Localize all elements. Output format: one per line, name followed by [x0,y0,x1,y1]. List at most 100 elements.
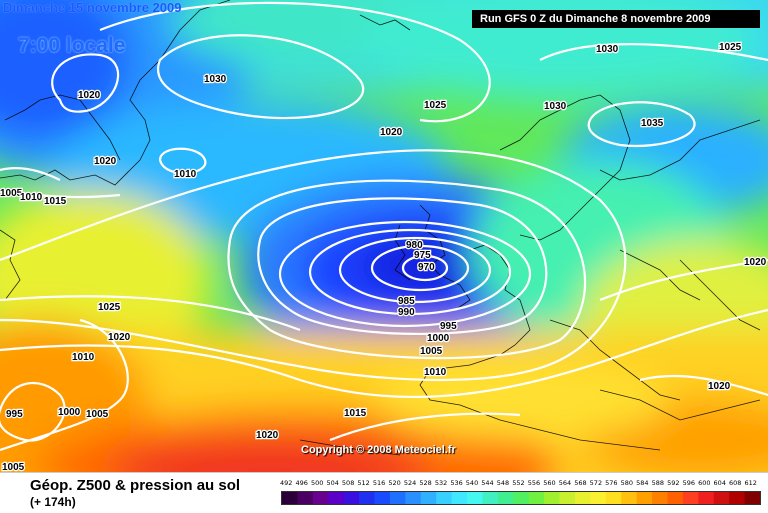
isobar-label: 1020 [78,90,101,101]
color-scale-swatch [420,492,437,504]
color-scale-label: 556 [527,479,541,487]
color-scale-swatch [467,492,483,504]
isobar-label: 1025 [424,100,447,111]
isobar-label: 1025 [98,302,121,313]
forecast-map: 1020 1030 1025 1020 1030 1035 1030 1025 … [0,0,768,472]
color-scale-swatch [544,492,561,504]
isobar-label: 1015 [344,408,367,419]
color-scale-label: 528 [419,479,432,487]
color-scale-label: 532 [434,479,448,487]
isobar-labels: 1020 1030 1025 1020 1030 1035 1030 1025 … [0,41,768,472]
color-scale-swatch [282,492,298,504]
isobars [0,1,768,452]
isobar-label: 1035 [641,118,664,129]
legend-bar: Géop. Z500 & pression au sol (+ 174h) 49… [0,472,768,513]
color-scale-swatch [528,492,545,504]
isobar-label: 1015 [44,196,67,207]
color-scale-label: 584 [636,479,649,487]
color-scale-swatch [374,492,391,504]
isobar-label: 995 [440,321,457,332]
forecast-date: Dimanche 15 novembre 2009 [3,0,182,15]
color-scale-label: 580 [620,479,634,487]
color-scale-label: 548 [496,479,510,487]
isobar-label: 975 [414,250,431,261]
isobar-label: 1010 [174,169,197,180]
color-scale-swatch [713,492,730,504]
isobar-label: 1020 [380,127,403,138]
color-scale-swatch [667,492,684,504]
isobar-label: 980 [406,240,423,251]
color-scale-label: 496 [295,479,308,487]
color-scale-swatch [482,492,499,504]
isobar-label: 1030 [204,74,227,85]
color-scale-label: 504 [326,479,339,487]
color-scale-swatch [328,492,345,504]
color-scale-label: 608 [729,479,742,487]
isobar-label: 985 [398,296,415,307]
color-scale-swatch [405,492,422,504]
color-scale-label: 592 [667,479,680,487]
copyright-notice: Copyright © 2008 Meteociel.fr [301,444,456,456]
color-scale-label: 560 [543,479,556,487]
isobar-label: 990 [398,307,415,318]
color-scale-swatch [682,492,699,504]
isobar-label: 1030 [596,44,619,55]
product-title: Géop. Z500 & pression au sol [30,477,241,494]
geopotential-field [0,0,768,472]
color-scale-label: 596 [682,479,695,487]
isobar-label: 1020 [708,381,731,392]
isobar-label: 1010 [72,352,95,363]
color-scale-swatch [744,492,760,504]
color-scale-label: 604 [713,479,726,487]
isobar-label: 1025 [719,42,742,53]
color-scale-swatch [497,492,514,504]
color-scale-swatch [652,492,668,504]
color-scale-swatch [436,492,453,504]
color-scale-swatch [559,492,576,504]
color-scale-swatch [343,492,360,504]
isobar-label: 1005 [420,346,443,357]
coastlines [0,0,761,456]
isobar-label: 1000 [427,333,450,344]
isobar-label: 1020 [256,430,279,441]
lead-time: (+ 174h) [30,495,76,509]
isobar-label: 1020 [94,156,117,167]
isobar-label: 1000 [58,407,81,418]
color-scale-label: 544 [481,479,494,487]
color-scale-label: 508 [341,479,355,487]
color-scale-swatch [297,492,314,504]
color-scale-swatch [729,492,746,504]
isobar-label: 1010 [424,367,447,378]
isobar-label: 1030 [544,101,567,112]
color-scale-swatch [513,492,530,504]
isobar-label: 1005 [2,462,25,472]
isobar-label: 995 [6,409,23,420]
color-scale-label: 564 [558,479,572,487]
color-scale [281,491,761,505]
color-scale-swatch [590,492,607,504]
color-scale-swatch [359,492,376,504]
color-scale-label: 552 [512,479,525,487]
isobar-label: 1020 [744,257,767,268]
color-scale-swatch [312,492,329,504]
forecast-time: 7:00 locale [18,34,126,57]
color-scale-swatch [605,492,622,504]
color-scale-label: 540 [465,479,479,487]
color-scale-label: 588 [651,479,665,487]
color-scale-label: 500 [310,479,324,487]
color-scale-label: 536 [450,479,463,487]
color-scale-label: 568 [574,479,587,487]
color-scale-swatch [698,492,715,504]
color-scale-label: 600 [698,479,711,487]
model-run-banner: Run GFS 0 Z du Dimanche 8 novembre 2009 [472,10,760,28]
color-scale-swatch [574,492,591,504]
color-scale-label: 520 [388,479,401,487]
color-scale-swatch [636,492,653,504]
color-scale-swatch [451,492,468,504]
isobar-label: 1010 [20,192,43,203]
isobar-label: 1005 [0,188,23,199]
color-scale-label: 512 [357,479,370,487]
isobar-label: 970 [418,262,435,273]
isobar-label: 1005 [86,409,109,420]
